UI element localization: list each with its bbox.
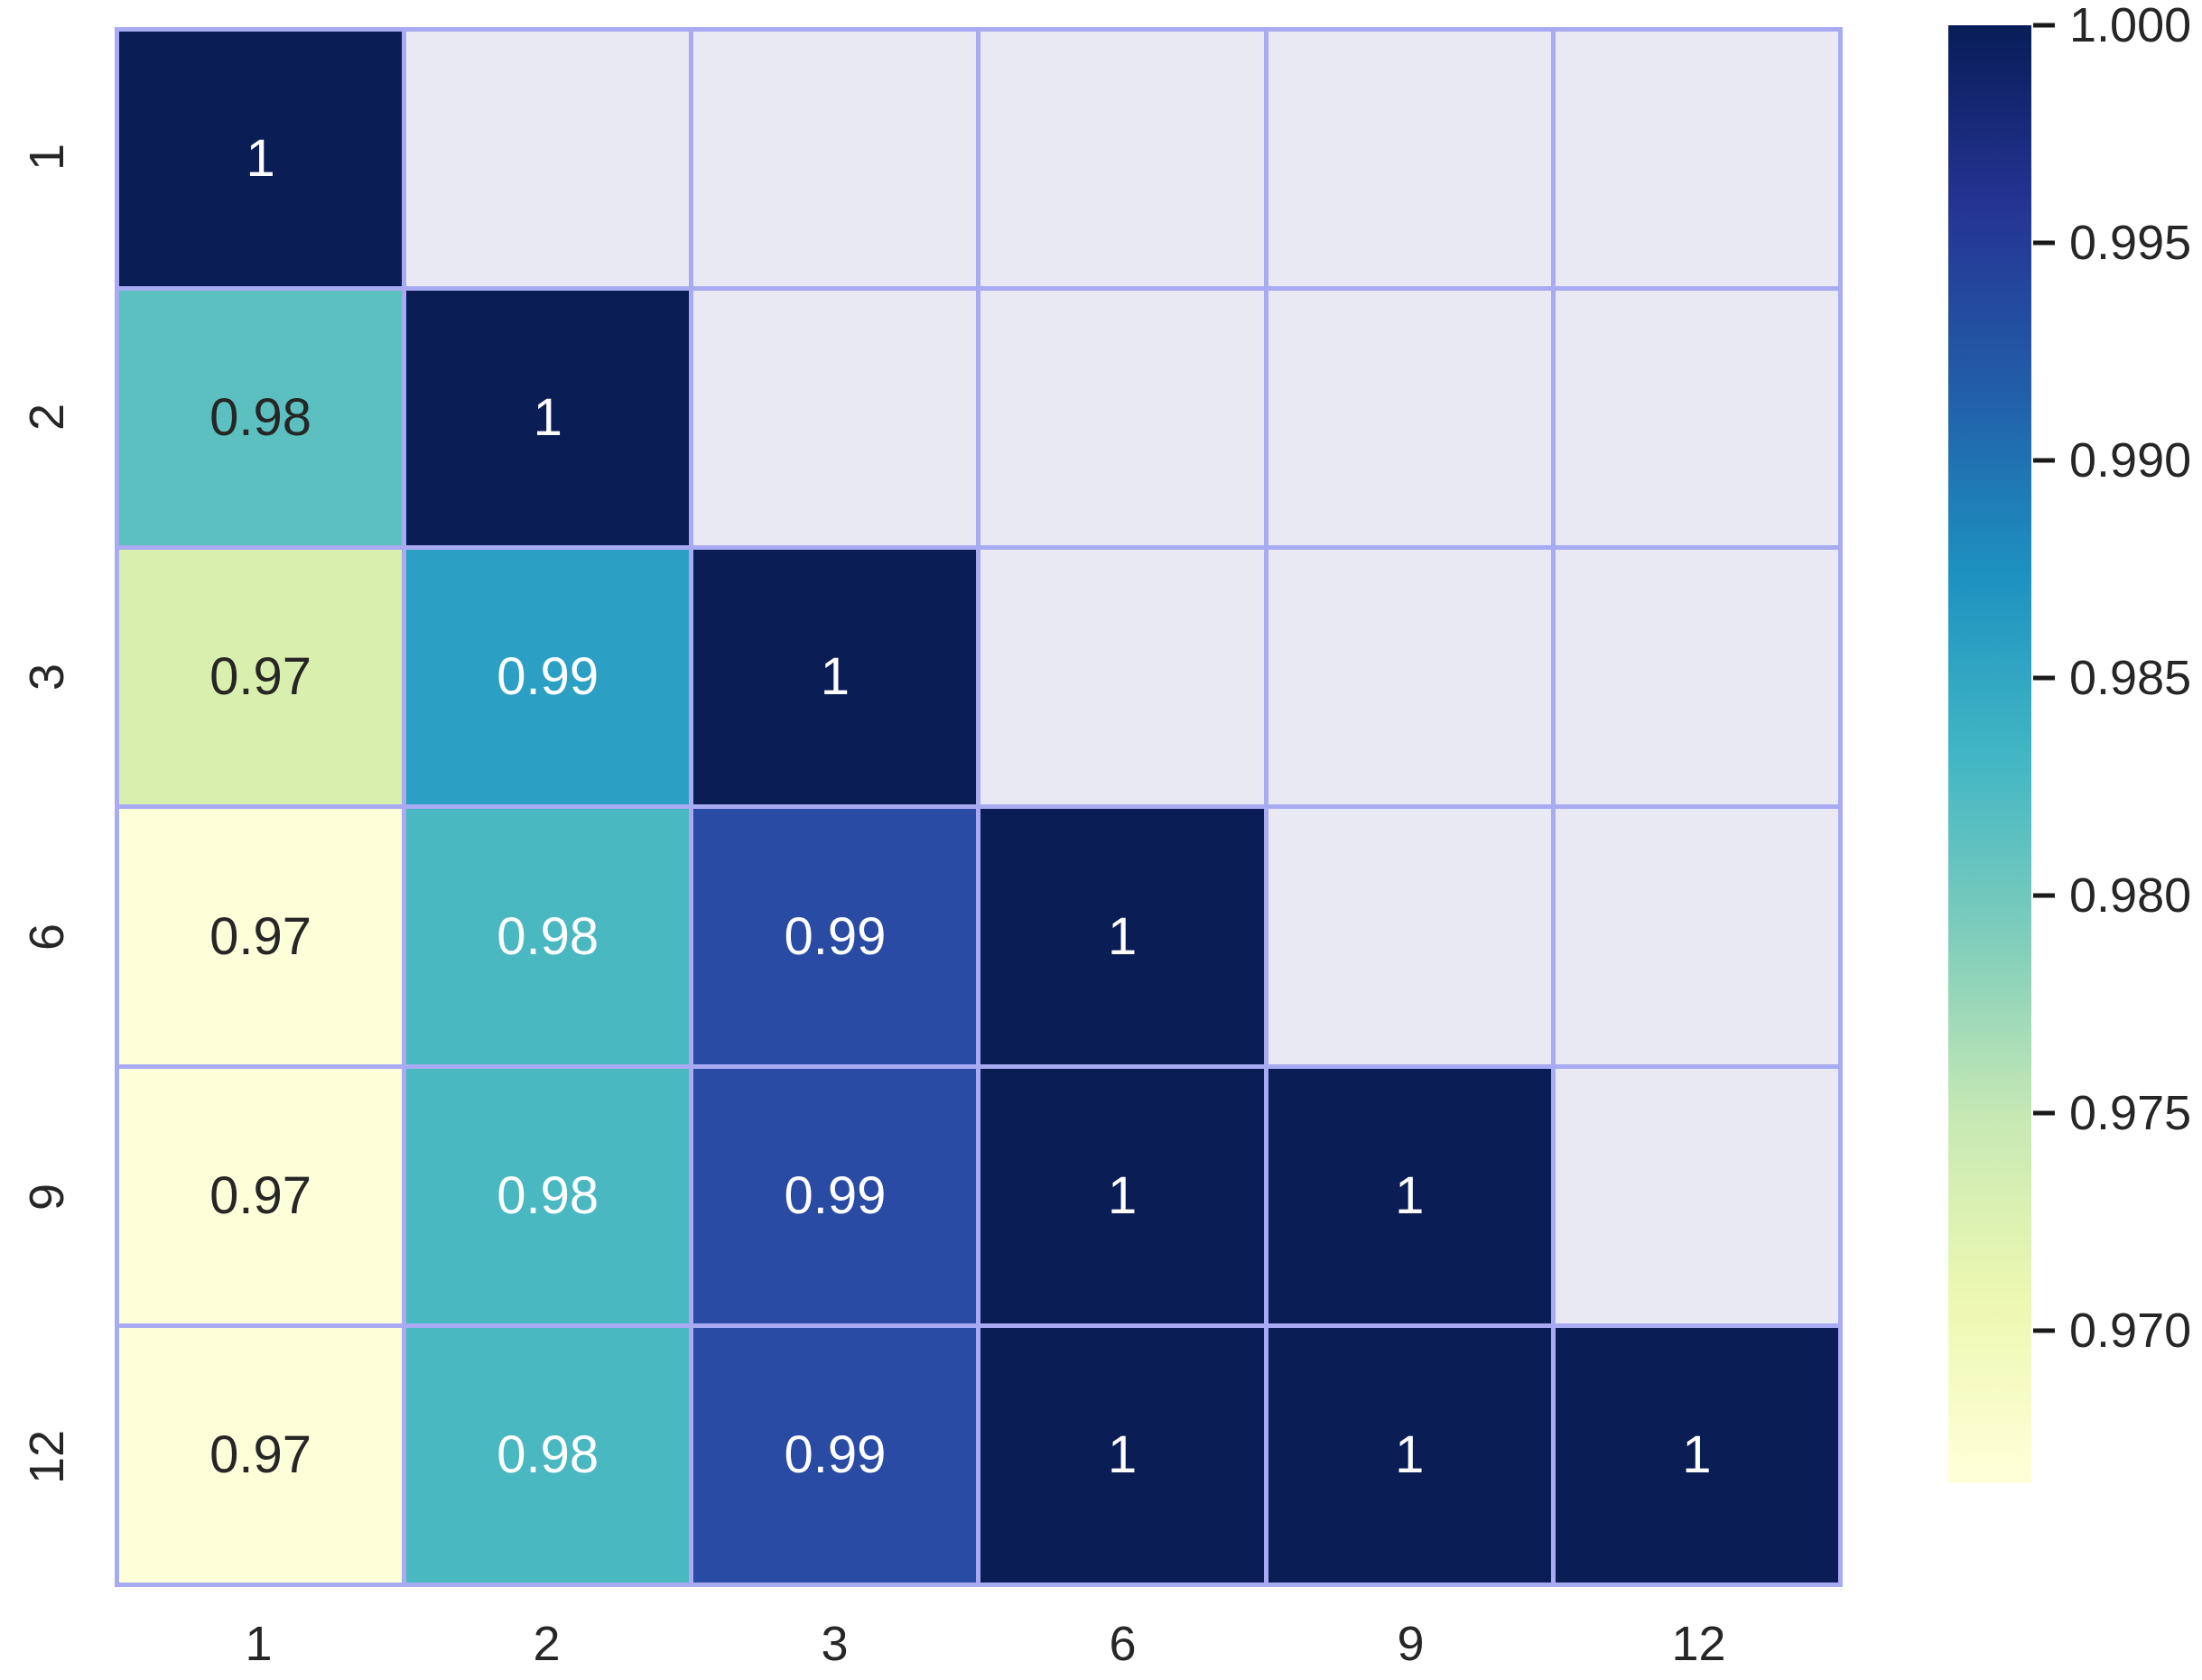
heatmap-cell: 1 xyxy=(980,1068,1264,1323)
cell-value-annotation: 0.97 xyxy=(209,647,312,707)
x-tick-label: 1 xyxy=(245,1617,273,1671)
cell-value-annotation: 0.98 xyxy=(497,906,599,966)
heatmap-cell: 0.97 xyxy=(119,550,403,805)
cell-value-annotation: 0.99 xyxy=(497,647,599,707)
heatmap-cell: 0.97 xyxy=(119,1327,403,1583)
heatmap-cell-masked xyxy=(1268,550,1551,805)
y-tick-label: 12 xyxy=(20,1429,74,1485)
heatmap-cell-masked xyxy=(693,291,977,546)
heatmap-cell: 0.98 xyxy=(406,809,690,1064)
heatmap-cell-masked xyxy=(693,32,977,287)
colorbar-tick-label: 0.990 xyxy=(2069,433,2192,488)
heatmap-cell: 1 xyxy=(119,32,403,287)
x-tick-label: 6 xyxy=(1109,1617,1137,1671)
cell-value-annotation: 1 xyxy=(1395,1165,1425,1225)
y-tick-label: 9 xyxy=(20,1183,74,1211)
heatmap-cell: 1 xyxy=(980,1327,1264,1583)
colorbar-tick-mark xyxy=(2033,1110,2055,1116)
cell-value-annotation: 0.97 xyxy=(209,1165,312,1225)
heatmap-cell: 1 xyxy=(980,809,1264,1064)
colorbar-tick-label: 0.995 xyxy=(2069,216,2192,271)
y-tick-label: 6 xyxy=(20,923,74,951)
heatmap-cell-masked xyxy=(1555,809,1838,1064)
heatmap-cell: 1 xyxy=(1268,1068,1551,1323)
heatmap-cell: 0.98 xyxy=(119,291,403,546)
cell-value-annotation: 1 xyxy=(1107,906,1138,966)
colorbar-tick-mark xyxy=(2033,1328,2055,1333)
colorbar-tick-label: 0.975 xyxy=(2069,1086,2192,1141)
x-tick-label: 2 xyxy=(533,1617,561,1671)
cell-value-annotation: 1 xyxy=(246,129,275,189)
heatmap-cell-masked xyxy=(1555,1068,1838,1323)
heatmap-cell-masked xyxy=(1555,32,1838,287)
heatmap-cell-masked xyxy=(1268,291,1551,546)
cell-value-annotation: 1 xyxy=(1682,1425,1712,1484)
cell-value-annotation: 1 xyxy=(1395,1425,1425,1484)
heatmap-grid: 1 0.98 1 0.97 0.99 1 0.97 0.98 0.99 1 0.97 0.98 0.99… xyxy=(115,27,1843,1587)
cell-value-annotation: 0.99 xyxy=(784,1425,887,1484)
colorbar-tick-label: 0.970 xyxy=(2069,1304,2192,1359)
colorbar-tick-label: 0.980 xyxy=(2069,868,2192,924)
colorbar-tick-label: 1.000 xyxy=(2069,0,2192,52)
colorbar-tick-mark xyxy=(2033,458,2055,463)
heatmap-cell-masked xyxy=(980,550,1264,805)
heatmap-cell: 1 xyxy=(693,550,977,805)
colorbar-gradient xyxy=(1948,25,2031,1483)
heatmap-cell: 1 xyxy=(406,291,690,546)
heatmap-cell: 0.98 xyxy=(406,1068,690,1323)
heatmap-cell: 0.97 xyxy=(119,809,403,1064)
heatmap-cell: 0.99 xyxy=(693,809,977,1064)
cell-value-annotation: 0.97 xyxy=(209,906,312,966)
heatmap-cell-masked xyxy=(1268,809,1551,1064)
heatmap-cell-masked xyxy=(406,32,690,287)
heatmap-cell: 0.97 xyxy=(119,1068,403,1323)
y-tick-label: 2 xyxy=(20,403,74,432)
heatmap-cell: 1 xyxy=(1555,1327,1838,1583)
heatmap-cell-masked xyxy=(1268,32,1551,287)
colorbar-tick-mark xyxy=(2033,23,2055,28)
cell-value-annotation: 1 xyxy=(820,647,850,707)
colorbar-tick-mark xyxy=(2033,240,2055,246)
cell-value-annotation: 0.99 xyxy=(784,1165,887,1225)
heatmap-cell: 0.98 xyxy=(406,1327,690,1583)
heatmap-cell: 0.99 xyxy=(693,1068,977,1323)
y-tick-label: 1 xyxy=(20,143,74,172)
cell-value-annotation: 0.98 xyxy=(497,1425,599,1484)
colorbar-tick-mark xyxy=(2033,675,2055,681)
colorbar-tick-label: 0.985 xyxy=(2069,651,2192,706)
x-tick-label: 12 xyxy=(1671,1617,1726,1671)
heatmap-cell: 1 xyxy=(1268,1327,1551,1583)
colorbar-tick-mark xyxy=(2033,893,2055,898)
cell-value-annotation: 0.97 xyxy=(209,1425,312,1484)
heatmap-cell: 0.99 xyxy=(406,550,690,805)
x-tick-label: 9 xyxy=(1397,1617,1425,1671)
cell-value-annotation: 0.98 xyxy=(497,1165,599,1225)
cell-value-annotation: 1 xyxy=(1107,1425,1138,1484)
cell-value-annotation: 1 xyxy=(533,388,562,448)
x-tick-label: 3 xyxy=(821,1617,849,1671)
y-tick-label: 3 xyxy=(20,663,74,691)
heatmap-cell-masked xyxy=(1555,291,1838,546)
cell-value-annotation: 1 xyxy=(1107,1165,1138,1225)
cell-value-annotation: 0.99 xyxy=(784,906,887,966)
heatmap-cell-masked xyxy=(980,291,1264,546)
cell-value-annotation: 0.98 xyxy=(209,388,312,448)
heatmap-cell-masked xyxy=(1555,550,1838,805)
heatmap-cell-masked xyxy=(980,32,1264,287)
heatmap-cell: 0.99 xyxy=(693,1327,977,1583)
